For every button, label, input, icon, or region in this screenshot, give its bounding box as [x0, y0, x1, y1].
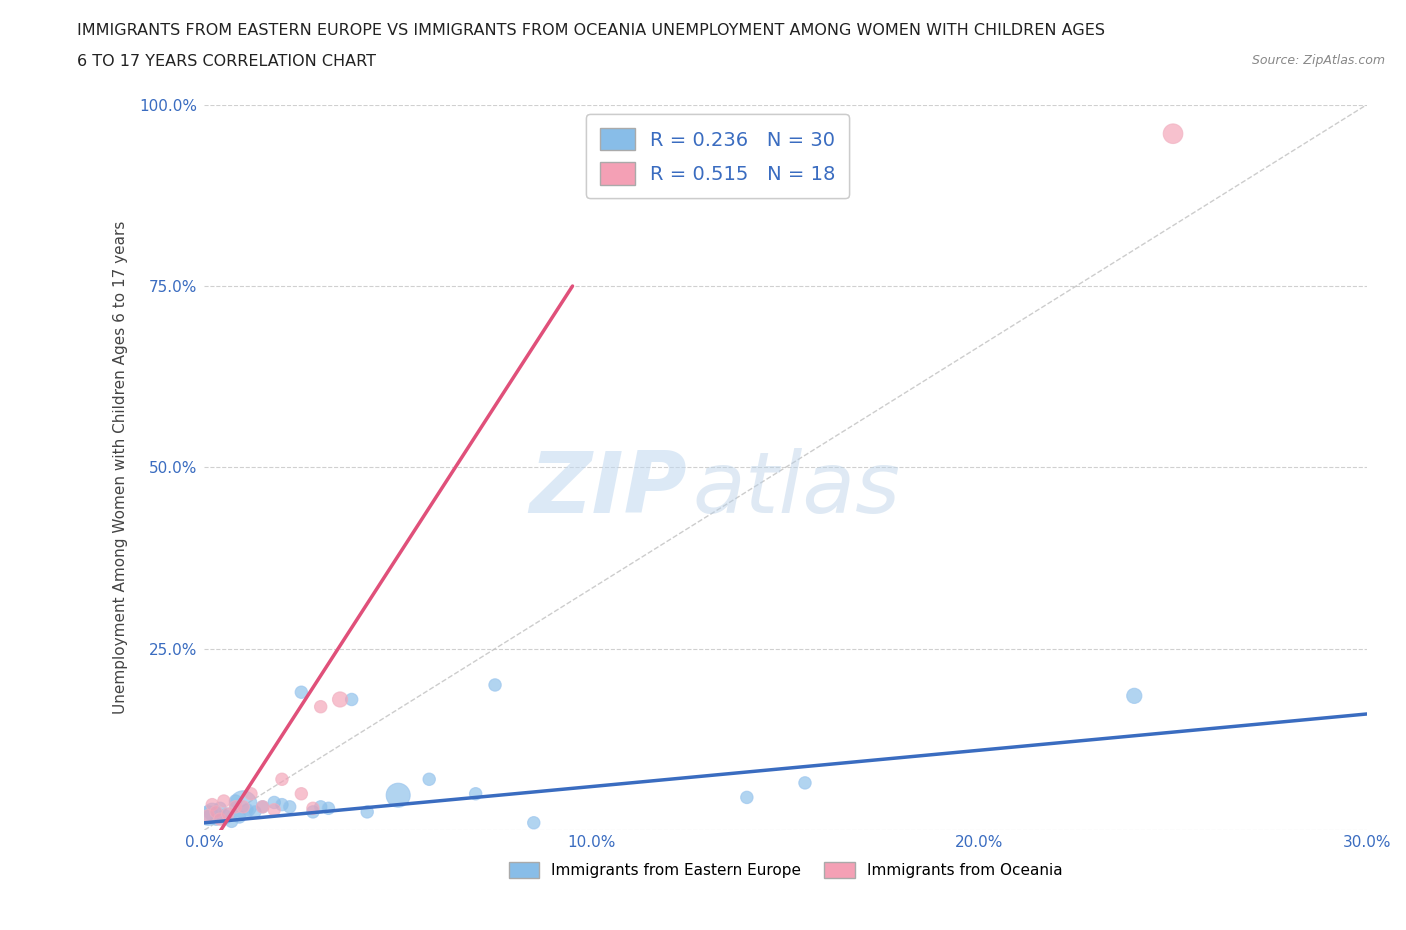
Point	[387, 788, 409, 803]
Point	[236, 803, 259, 817]
Point	[217, 806, 239, 821]
Point	[197, 808, 219, 823]
Point	[201, 797, 224, 812]
Point	[263, 795, 285, 810]
Point	[318, 801, 340, 816]
Point	[735, 790, 758, 804]
Point	[208, 812, 231, 827]
Text: 6 TO 17 YEARS CORRELATION CHART: 6 TO 17 YEARS CORRELATION CHART	[77, 54, 377, 69]
Point	[239, 787, 262, 802]
Point	[302, 801, 325, 816]
Point	[523, 816, 546, 830]
Point	[309, 699, 332, 714]
Point	[794, 776, 817, 790]
Point	[263, 803, 285, 817]
Point	[309, 800, 332, 815]
Point	[290, 787, 312, 802]
Point	[1123, 688, 1146, 703]
Point	[224, 800, 246, 815]
Point	[232, 800, 254, 815]
Point	[212, 793, 235, 808]
Point	[271, 772, 294, 787]
Text: IMMIGRANTS FROM EASTERN EUROPE VS IMMIGRANTS FROM OCEANIA UNEMPLOYMENT AMONG WOM: IMMIGRANTS FROM EASTERN EUROPE VS IMMIGR…	[77, 23, 1105, 38]
Point	[271, 797, 294, 812]
Point	[329, 692, 352, 707]
Point	[232, 797, 254, 812]
Point	[217, 806, 239, 821]
Text: Source: ZipAtlas.com: Source: ZipAtlas.com	[1251, 54, 1385, 67]
Point	[464, 787, 486, 802]
Point	[228, 809, 250, 824]
Y-axis label: Unemployment Among Women with Children Ages 6 to 17 years: Unemployment Among Women with Children A…	[114, 220, 128, 714]
Point	[205, 812, 228, 827]
Point	[212, 809, 235, 824]
Point	[252, 800, 274, 815]
Point	[1161, 126, 1184, 141]
Point	[224, 793, 246, 808]
Point	[208, 801, 231, 816]
Point	[201, 804, 224, 819]
Point	[340, 692, 363, 707]
Point	[290, 684, 312, 699]
Text: atlas: atlas	[693, 447, 901, 531]
Point	[278, 800, 301, 815]
Point	[418, 772, 440, 787]
Point	[221, 814, 243, 829]
Point	[484, 678, 506, 693]
Point	[197, 808, 219, 823]
Point	[356, 804, 378, 819]
Legend: R = 0.236   N = 30, R = 0.515   N = 18: R = 0.236 N = 30, R = 0.515 N = 18	[586, 114, 849, 198]
Point	[205, 804, 228, 819]
Text: ZIP: ZIP	[529, 447, 686, 531]
Point	[243, 804, 266, 819]
Point	[252, 800, 274, 815]
Point	[302, 804, 325, 819]
